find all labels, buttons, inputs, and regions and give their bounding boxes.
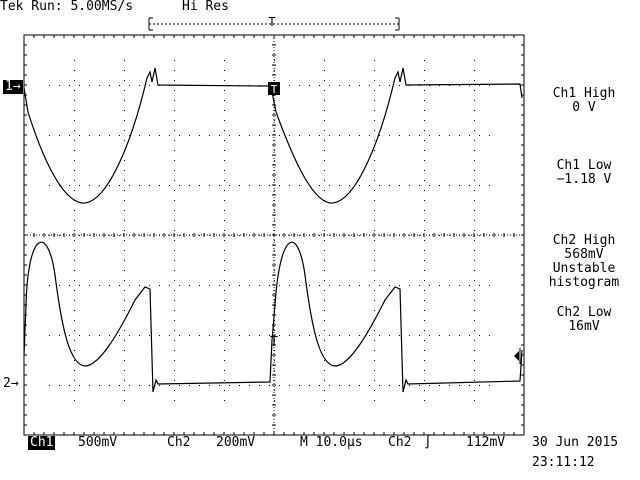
time: 23:11:12 [532,455,595,470]
ch2-trigger-marker-label: T [270,335,278,350]
graticule-grid [23,34,525,436]
record-position-bar [148,17,400,31]
measurement-value: −1.18 V [556,172,612,187]
ch2-reference-marker: 2→ [3,376,19,391]
measurement-ch2-high: Ch2 High 568mV Unstable histogram [528,234,640,290]
measurement-label: Ch1 High [552,86,616,101]
ch1-reference-marker: 1→ [3,79,23,94]
acquisition-mode: Hi Res [182,0,229,14]
measurement-note: histogram [548,275,620,290]
measurement-note: Unstable [552,261,616,276]
ch2-scale-label: Ch2 [167,435,191,450]
measurement-label: Ch1 Low [556,158,612,173]
measurement-ch2-low: Ch2 Low 16mV [528,306,640,334]
ch2-waveform [23,241,523,393]
trigger-level: 112mV [466,435,506,450]
measurement-value: 568mV [564,247,604,262]
ch1-scale-label: Ch1 [28,435,56,450]
trigger-position-marker [268,82,280,95]
measurement-label: Ch2 High [552,233,616,248]
measurement-value: 16mV [568,319,600,334]
trigger-marker-label: T [271,83,278,96]
ch2-scale-value: 200mV [216,435,256,450]
measurement-value: 0 V [572,100,596,115]
acquisition-status: Tek Run: 5.00MS/s [0,0,134,14]
trigger-source: Ch2 [388,435,412,450]
ch2-offset-arrow-icon [514,351,519,361]
ch1-scale-value: 500mV [78,435,118,450]
timebase: M 10.0µs [300,435,363,450]
measurement-label: Ch2 Low [556,305,612,320]
trigger-slope-icon: ∫ [424,435,432,450]
measurement-ch1-low: Ch1 Low −1.18 V [528,159,640,187]
record-trigger-marker: T [268,15,275,29]
date: 30 Jun 2015 [532,435,619,450]
measurement-ch1-high: Ch1 High 0 V [528,87,640,115]
